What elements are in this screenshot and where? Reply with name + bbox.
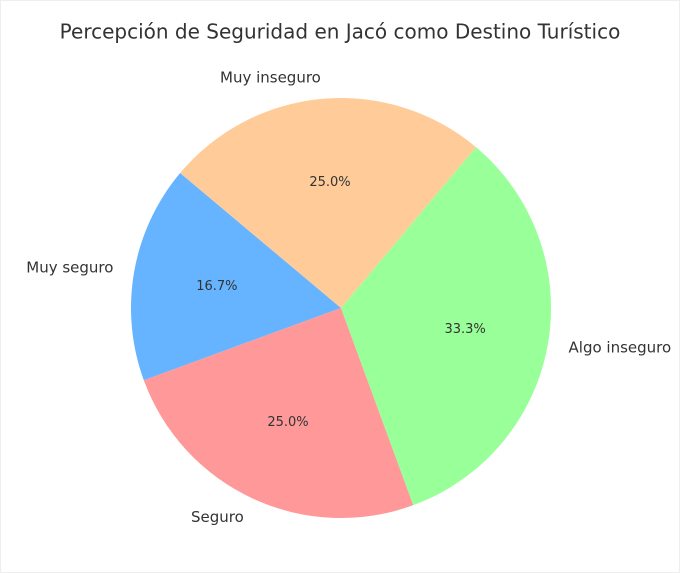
pie bbox=[131, 98, 551, 519]
pie-slice bbox=[180, 98, 476, 309]
slice-label: Muy seguro bbox=[26, 259, 113, 277]
value-label: 25.0% bbox=[267, 415, 308, 430]
value-label: 33.3% bbox=[444, 322, 485, 337]
pie-slice bbox=[341, 147, 551, 506]
pie-slice bbox=[143, 308, 414, 519]
chart-title: Percepción de Seguridad en Jacó como Des… bbox=[60, 20, 621, 44]
slice-label: Muy inseguro bbox=[220, 68, 321, 86]
value-label: 25.0% bbox=[309, 175, 350, 190]
slice-label: Seguro bbox=[191, 508, 244, 526]
pie-slice bbox=[131, 173, 341, 381]
value-label: 16.7% bbox=[196, 279, 237, 294]
slice-label: Algo inseguro bbox=[569, 338, 672, 356]
